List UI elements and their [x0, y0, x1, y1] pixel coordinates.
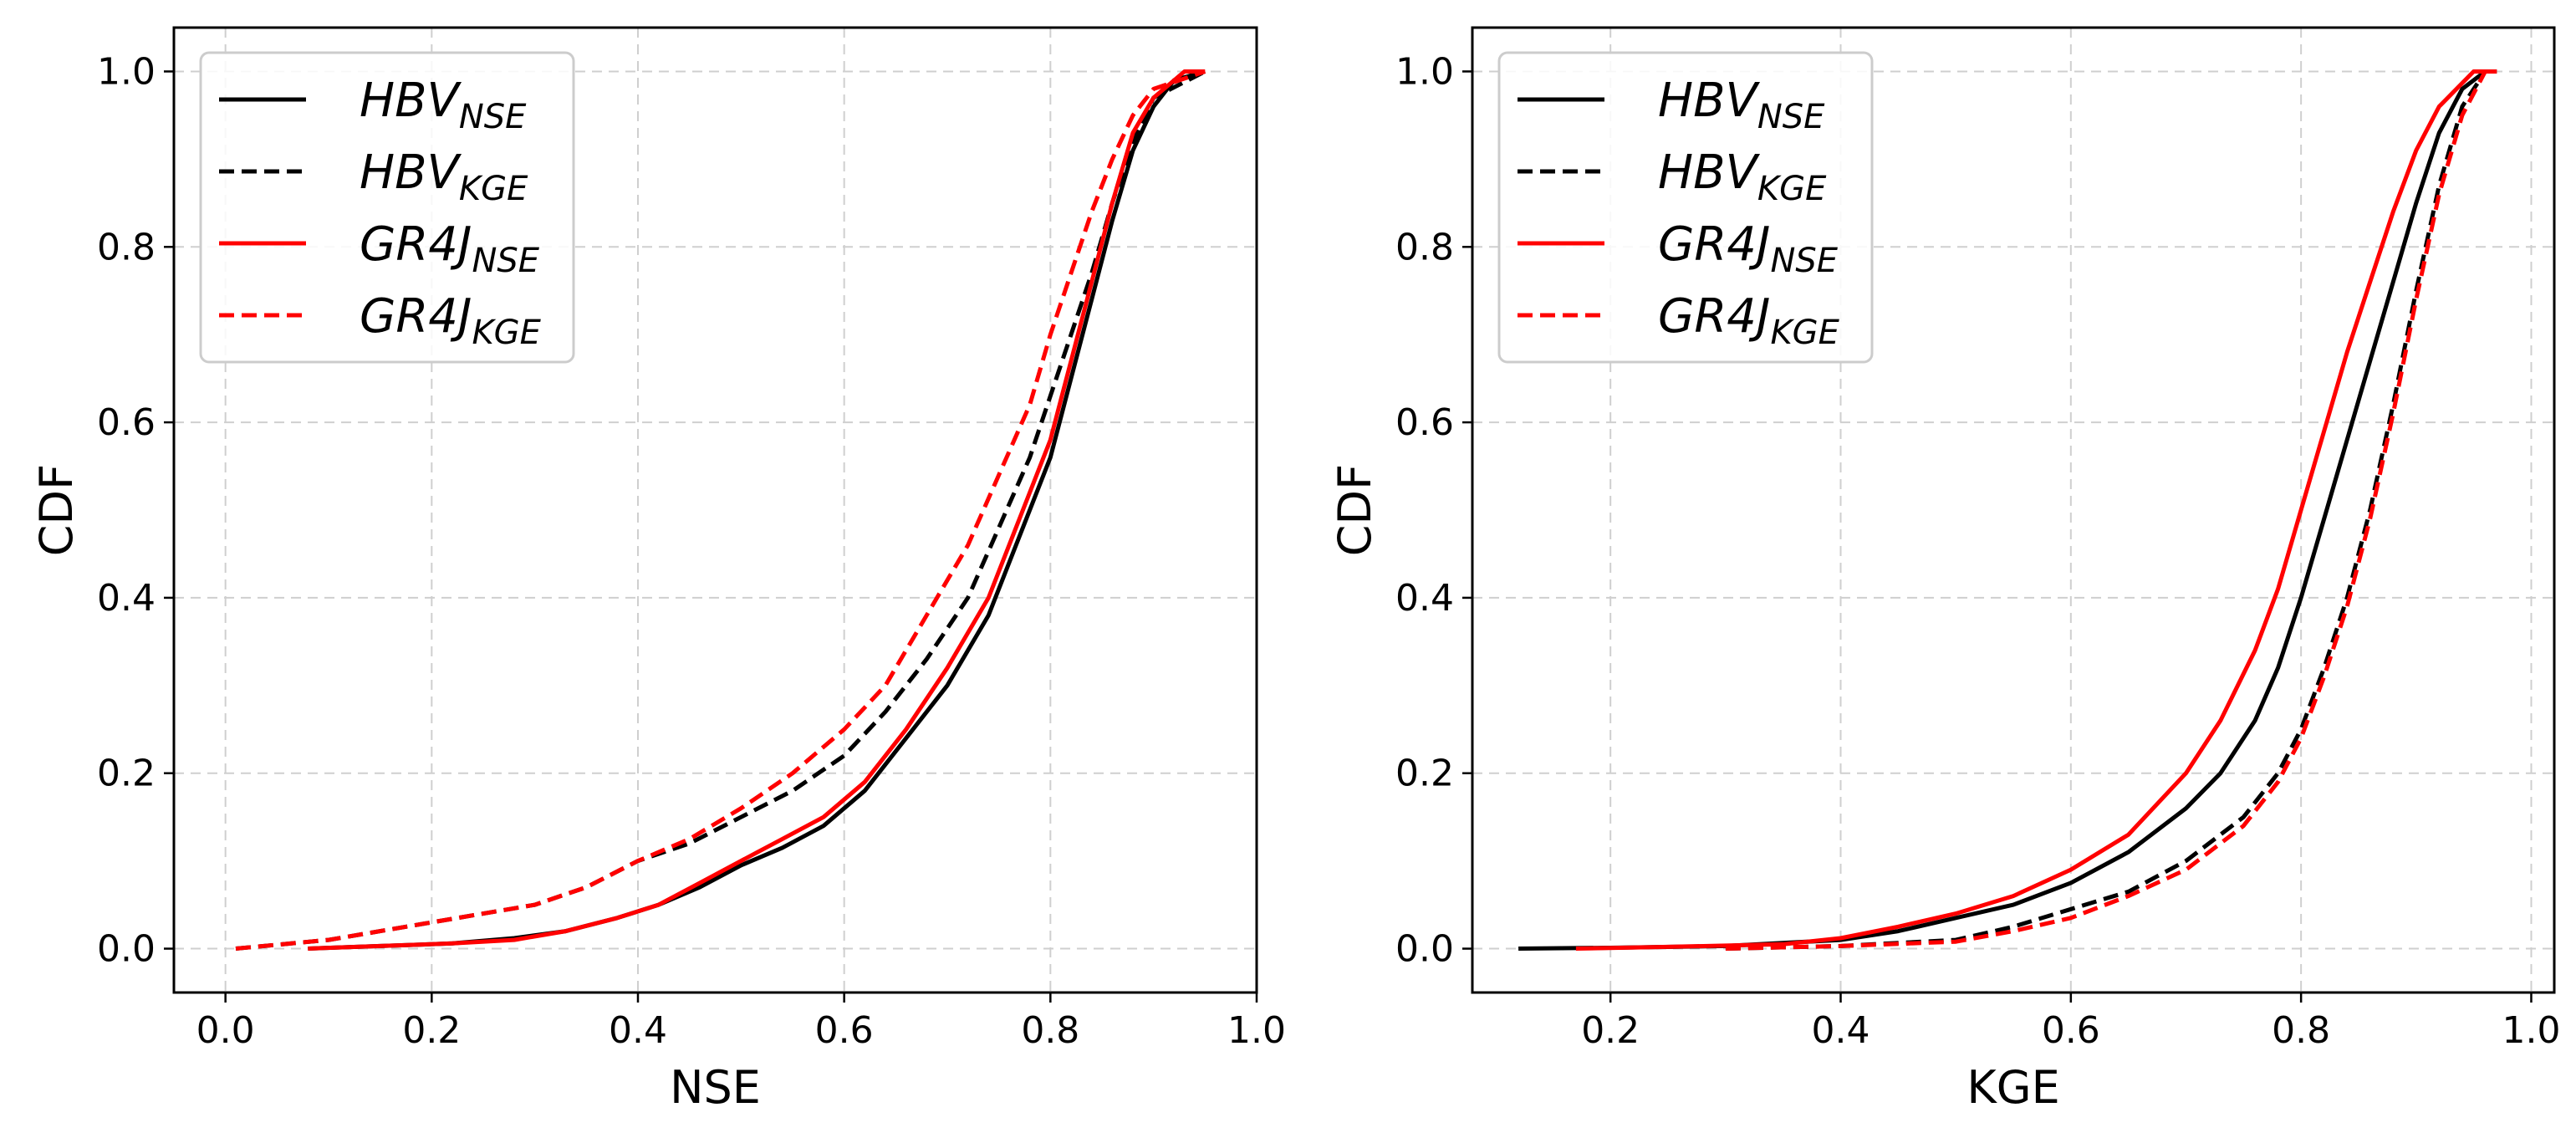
panel-kge: 0.2 0.4 0.6 0.8 1.0 0.0 0.2 0.4 0.6 0.8 1.0 KGE CD…	[1329, 26, 2560, 1114]
x-tick-label: 1.0	[1227, 1009, 1286, 1052]
x-tick-label: 0.8	[2272, 1009, 2330, 1052]
legend-box	[1497, 51, 1874, 364]
series-line-hbv-nse	[1518, 69, 2497, 951]
legend-label-main: HBV	[360, 74, 462, 128]
axes-frame	[1471, 26, 2556, 994]
legend-label-sub: NSE	[1757, 98, 1825, 136]
y-tick-label: 0.2	[97, 753, 156, 795]
legend-label: GR4JNSE	[1658, 217, 1839, 280]
y-tick-label: 0.4	[1395, 577, 1454, 620]
legend-label: HBVNSE	[1658, 74, 1825, 136]
y-tick-label: 0.6	[1395, 401, 1454, 444]
x-tick-label: 0.4	[1812, 1009, 1870, 1052]
legend-label-main: HBV	[1658, 145, 1761, 200]
x-tick-label: 0.0	[196, 1009, 255, 1052]
series-line-gr4j-nse	[1575, 69, 2497, 951]
y-axis-title: CDF	[30, 464, 83, 556]
x-tick-label: 0.8	[1021, 1009, 1079, 1052]
legend-label-main: GR4J	[360, 289, 472, 344]
y-axis-title: CDF	[1329, 464, 1381, 556]
legend-label: HBVNSE	[360, 74, 527, 136]
y-tick-label: 0.6	[97, 401, 156, 444]
legend-box	[199, 51, 575, 364]
legend-label-sub: NSE	[459, 98, 527, 136]
x-tick-label: 1.0	[2502, 1009, 2560, 1052]
legend-label: GR4JKGE	[1658, 289, 1840, 352]
legend-label: HBVKGE	[1658, 145, 1827, 208]
legend-label-main: HBV	[360, 145, 462, 200]
x-tick-label: 0.2	[402, 1009, 461, 1052]
x-tick-label: 0.6	[2042, 1009, 2100, 1052]
x-tick-label: 0.6	[815, 1009, 874, 1052]
panel-nse: 0.0 0.2 0.4 0.6 0.8 1.0 0.0 0.2 0.4 0.6 0.8 1.0 NSE…	[30, 26, 1286, 1114]
y-tick-label: 1.0	[97, 50, 156, 93]
legend-label-main: GR4J	[1658, 217, 1770, 272]
series-line-gr4j-nse	[308, 69, 1206, 951]
y-tick-label: 0.8	[1395, 226, 1454, 268]
y-tick-label: 1.0	[1395, 50, 1454, 93]
legend-label: HBVKGE	[360, 145, 528, 208]
legend-label-sub: KGE	[1757, 170, 1827, 208]
legend-label-sub: NSE	[1770, 242, 1838, 280]
x-axis-title: KGE	[1966, 1061, 2059, 1114]
y-tick-label: 0.0	[1395, 928, 1454, 971]
legend-label-main: HBV	[1658, 74, 1761, 128]
axes-frame	[172, 26, 1258, 994]
legend-label: GR4JKGE	[360, 289, 542, 352]
x-axis-title: NSE	[670, 1061, 761, 1114]
legend-label-sub: KGE	[1770, 314, 1839, 352]
legend-label-sub: KGE	[472, 314, 541, 352]
y-tick-label: 0.8	[97, 226, 156, 268]
legend-label: GR4JNSE	[360, 217, 540, 280]
legend-label-main: GR4J	[360, 217, 472, 272]
legend-label-sub: KGE	[459, 170, 528, 208]
legend-label-main: GR4J	[1658, 289, 1770, 344]
y-tick-label: 0.4	[97, 577, 156, 620]
y-tick-label: 0.0	[97, 928, 156, 971]
x-tick-label: 0.4	[609, 1009, 667, 1052]
y-tick-label: 0.2	[1395, 753, 1454, 795]
x-tick-label: 0.2	[1581, 1009, 1640, 1052]
legend-label-sub: NSE	[472, 242, 539, 280]
series-line-gr4j-kge	[235, 69, 1206, 951]
